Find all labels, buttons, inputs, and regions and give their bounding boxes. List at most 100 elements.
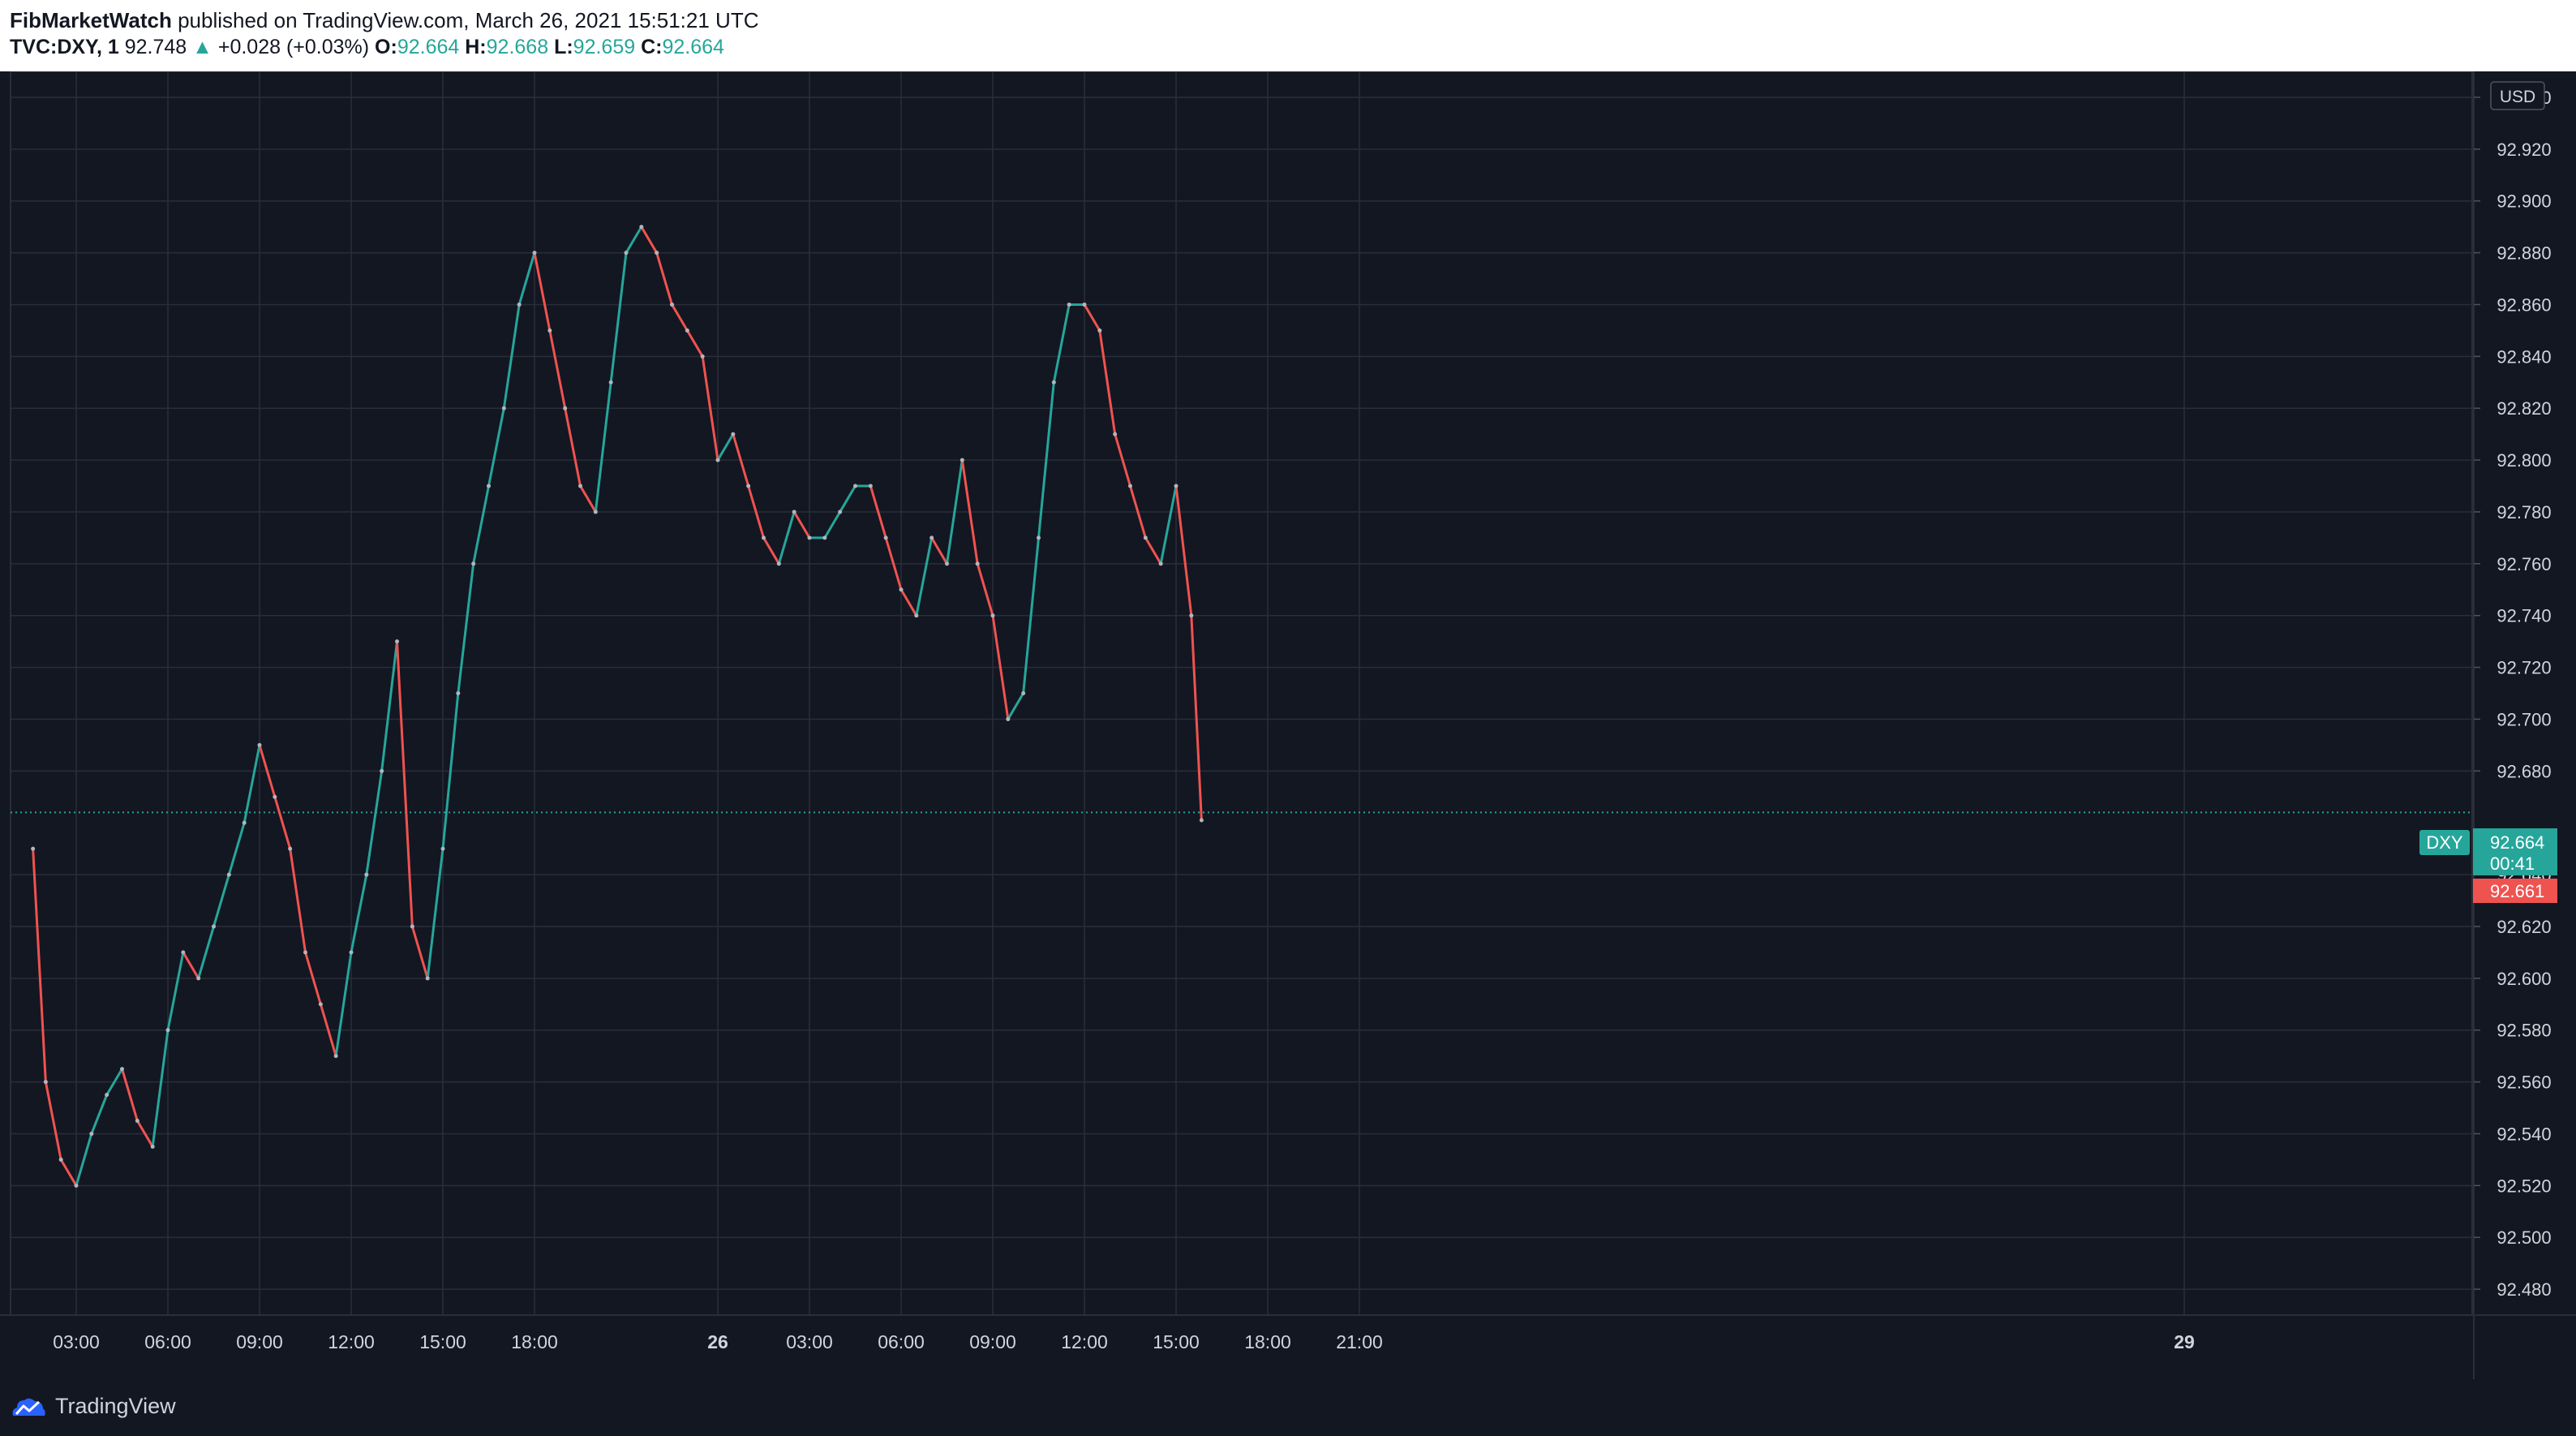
close-label: C: <box>641 36 663 58</box>
price-scale-labels: USD DXY 92.664 00:41 92.661 <box>2419 81 2557 903</box>
price-point <box>501 406 506 411</box>
price-segment <box>579 484 597 514</box>
price-point <box>1158 561 1163 566</box>
price-segment <box>90 1094 109 1135</box>
price-point <box>212 924 216 929</box>
price-segment <box>899 588 918 617</box>
price-segment <box>472 484 490 565</box>
price-segment <box>166 951 185 1032</box>
price-point <box>395 639 399 644</box>
price-segment <box>716 432 735 462</box>
price-point <box>226 872 231 877</box>
price-point <box>990 613 995 618</box>
price-segment <box>533 252 552 332</box>
tradingview-logo[interactable]: TradingView <box>10 1394 176 1419</box>
price-segment <box>655 252 673 306</box>
price-segment <box>426 847 444 980</box>
price-point <box>150 1144 155 1149</box>
y-tick-label: 92.880 <box>2497 243 2551 264</box>
price-segment <box>1037 380 1055 540</box>
close-value: 92.664 <box>662 36 724 58</box>
symbol-label[interactable]: TVC:DXY, 1 <box>10 36 119 58</box>
low-value: 92.659 <box>573 36 636 58</box>
price-point <box>1051 380 1056 385</box>
price-point <box>1143 535 1148 540</box>
price-point <box>655 251 659 256</box>
price-segment <box>991 614 1010 720</box>
price-segment <box>380 640 398 772</box>
price-segment <box>701 355 719 462</box>
price-segment <box>839 484 857 514</box>
publish-line: FibMarketWatch published on TradingView.… <box>10 8 758 33</box>
price-point <box>792 509 796 514</box>
y-tick-label: 92.820 <box>2497 398 2551 419</box>
x-tick-label: 21:00 <box>1336 1331 1383 1352</box>
y-tick-label: 92.800 <box>2497 450 2551 471</box>
price-segment <box>732 432 750 488</box>
price-segment <box>289 847 307 954</box>
price-point <box>975 561 980 566</box>
price-point <box>930 535 934 540</box>
currency-box[interactable] <box>2490 81 2545 110</box>
price-point <box>1199 818 1204 823</box>
x-tick-label: 03:00 <box>53 1331 100 1352</box>
price-segment <box>792 510 811 540</box>
price-segment <box>869 484 887 540</box>
price-segment <box>1144 536 1162 565</box>
price-segment <box>1052 303 1071 384</box>
price-point <box>700 354 705 359</box>
price-segment <box>609 252 628 384</box>
price-segment <box>1022 536 1040 694</box>
price-point <box>578 484 582 488</box>
price-point <box>242 820 247 825</box>
price-segment <box>457 562 475 694</box>
price-point <box>853 484 857 488</box>
price-point <box>333 1054 338 1059</box>
price-point <box>1037 535 1041 540</box>
price-point <box>838 509 843 514</box>
price-segment <box>625 226 643 255</box>
y-tick-label: 92.540 <box>2497 1124 2551 1144</box>
price-segment <box>273 795 292 850</box>
x-tick-label: 06:00 <box>144 1331 191 1352</box>
footer: TradingView <box>0 1379 2576 1436</box>
price-segment <box>777 510 796 565</box>
price-segment <box>517 252 536 306</box>
price-point <box>1021 691 1026 695</box>
high-value: 92.668 <box>486 36 549 58</box>
author-name[interactable]: FibMarketWatch <box>10 8 172 32</box>
price-segment <box>640 226 659 255</box>
price-point <box>563 406 568 411</box>
price-segment <box>410 925 429 980</box>
price-point <box>731 432 736 436</box>
price-point <box>31 846 36 851</box>
current-price-label: 92.664 <box>2490 832 2544 853</box>
price-point <box>547 328 552 333</box>
price-point <box>349 950 354 955</box>
price-chart[interactable]: 92.94092.92092.90092.88092.86092.84092.8… <box>0 71 2576 1379</box>
price-point <box>1006 716 1011 721</box>
price-point <box>425 976 430 981</box>
price-segment <box>671 303 689 332</box>
y-tick-label: 92.900 <box>2497 191 2551 212</box>
price-point <box>1097 328 1102 333</box>
symbol-tag-box <box>2419 830 2470 855</box>
price-point <box>670 302 674 307</box>
price-point <box>165 1028 170 1033</box>
x-tick-label: 03:00 <box>786 1331 833 1352</box>
price-point <box>914 613 919 618</box>
price-segment <box>564 406 582 488</box>
y-tick-label: 92.680 <box>2497 761 2551 781</box>
ohlc-legend: TVC:DXY, 1 92.748 ▲ +0.028 (+0.03%) O:92… <box>10 36 724 59</box>
marker-price-box <box>2473 879 2557 903</box>
price-segment <box>502 303 521 410</box>
y-tick-label: 92.520 <box>2497 1176 2551 1196</box>
brand-label: TradingView <box>55 1394 176 1418</box>
price-segment <box>197 925 215 980</box>
price-series <box>31 225 1204 1188</box>
price-point <box>487 484 491 488</box>
marker-price-label: 92.661 <box>2490 881 2544 901</box>
currency-label: USD <box>2500 88 2535 106</box>
price-segment <box>594 380 612 514</box>
price-segment <box>1129 484 1147 540</box>
